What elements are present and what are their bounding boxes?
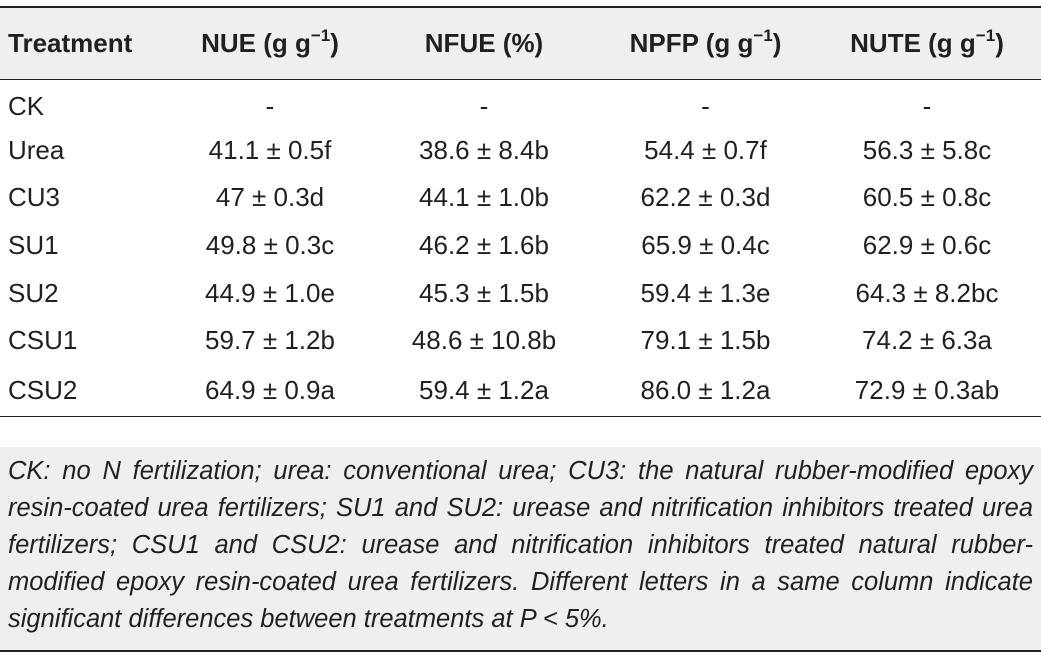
cell-nute: 72.9 ± 0.3ab xyxy=(854,374,1000,405)
cell-npfp: 59.4 ± 1.3e xyxy=(640,277,771,308)
cell-treatment: Urea xyxy=(8,134,65,165)
cell-nute: 60.5 ± 0.8c xyxy=(862,182,992,213)
cell-npfp: - xyxy=(701,90,710,121)
cell-nfue: 45.3 ± 1.5b xyxy=(419,277,549,308)
results-table: Treatment NUE (g g−1) NFUE (%) NPFP (g g… xyxy=(0,6,1041,417)
table-footnote: CK: no N fertilization; urea: convention… xyxy=(0,447,1041,652)
header-nfue: NFUE (%) xyxy=(424,27,544,58)
cell-nue: 64.9 ± 0.9a xyxy=(205,374,335,405)
cell-nue: 49.8 ± 0.3c xyxy=(205,230,335,261)
cell-nue: 59.7 ± 1.2b xyxy=(205,325,335,356)
table-row: CU3 47 ± 0.3d 44.1 ± 1.0b 62.2 ± 0.3d 60… xyxy=(0,174,1041,222)
cell-npfp: 79.1 ± 1.5b xyxy=(640,325,771,356)
cell-nfue: 48.6 ± 10.8b xyxy=(411,325,557,356)
cell-nute: 62.9 ± 0.6c xyxy=(862,230,992,261)
cell-treatment: SU1 xyxy=(8,230,59,261)
cell-npfp: 62.2 ± 0.3d xyxy=(640,182,771,213)
table-row: SU2 44.9 ± 1.0e 45.3 ± 1.5b 59.4 ± 1.3e … xyxy=(0,269,1041,317)
cell-nfue: - xyxy=(479,90,489,121)
header-row: Treatment NUE (g g−1) NFUE (%) NPFP (g g… xyxy=(0,7,1041,79)
cell-nute: - xyxy=(922,90,932,121)
cell-npfp: 65.9 ± 0.4c xyxy=(641,230,770,261)
table-body: CK - - - - Urea 41.1 ± 0.5f 38.6 ± 8.4b … xyxy=(0,79,1041,417)
footnote-text: CK: no N fertilization; urea: convention… xyxy=(8,457,1033,633)
table-row: CK - - - - xyxy=(0,79,1041,127)
cell-npfp: 54.4 ± 0.7f xyxy=(644,134,767,165)
table-row: CSU1 59.7 ± 1.2b 48.6 ± 10.8b 79.1 ± 1.5… xyxy=(0,317,1041,365)
cell-nfue: 59.4 ± 1.2a xyxy=(419,374,549,405)
cell-nfue: 38.6 ± 8.4b xyxy=(419,134,549,165)
cell-treatment: CK xyxy=(8,90,45,121)
cell-npfp: 86.0 ± 1.2a xyxy=(640,374,771,405)
header-nute: NUTE (g g−1) xyxy=(850,25,1004,58)
table-row: SU1 49.8 ± 0.3c 46.2 ± 1.6b 65.9 ± 0.4c … xyxy=(0,222,1041,270)
table-header: Treatment NUE (g g−1) NFUE (%) NPFP (g g… xyxy=(0,7,1041,79)
cell-treatment: SU2 xyxy=(8,277,59,308)
table-figure: Treatment NUE (g g−1) NFUE (%) NPFP (g g… xyxy=(0,6,1041,652)
cell-nue: 44.9 ± 1.0e xyxy=(205,277,335,308)
cell-nute: 56.3 ± 5.8c xyxy=(862,134,992,165)
cell-nue: - xyxy=(265,90,275,121)
header-nue: NUE (g g−1) xyxy=(201,25,339,58)
cell-treatment: CSU2 xyxy=(8,374,78,405)
header-npfp: NPFP (g g−1) xyxy=(629,25,782,58)
cell-nue: 41.1 ± 0.5f xyxy=(208,134,332,165)
header-treatment: Treatment xyxy=(8,27,133,58)
table-row: CSU2 64.9 ± 0.9a 59.4 ± 1.2a 86.0 ± 1.2a… xyxy=(0,365,1041,417)
table-row: Urea 41.1 ± 0.5f 38.6 ± 8.4b 54.4 ± 0.7f… xyxy=(0,127,1041,175)
cell-nfue: 44.1 ± 1.0b xyxy=(419,182,549,213)
cell-treatment: CU3 xyxy=(8,182,61,213)
cell-treatment: CSU1 xyxy=(8,325,78,356)
cell-nfue: 46.2 ± 1.6b xyxy=(419,230,549,261)
cell-nue: 47 ± 0.3d xyxy=(215,182,325,213)
cell-nute: 64.3 ± 8.2bc xyxy=(855,277,999,308)
cell-nute: 74.2 ± 6.3a xyxy=(862,325,992,356)
